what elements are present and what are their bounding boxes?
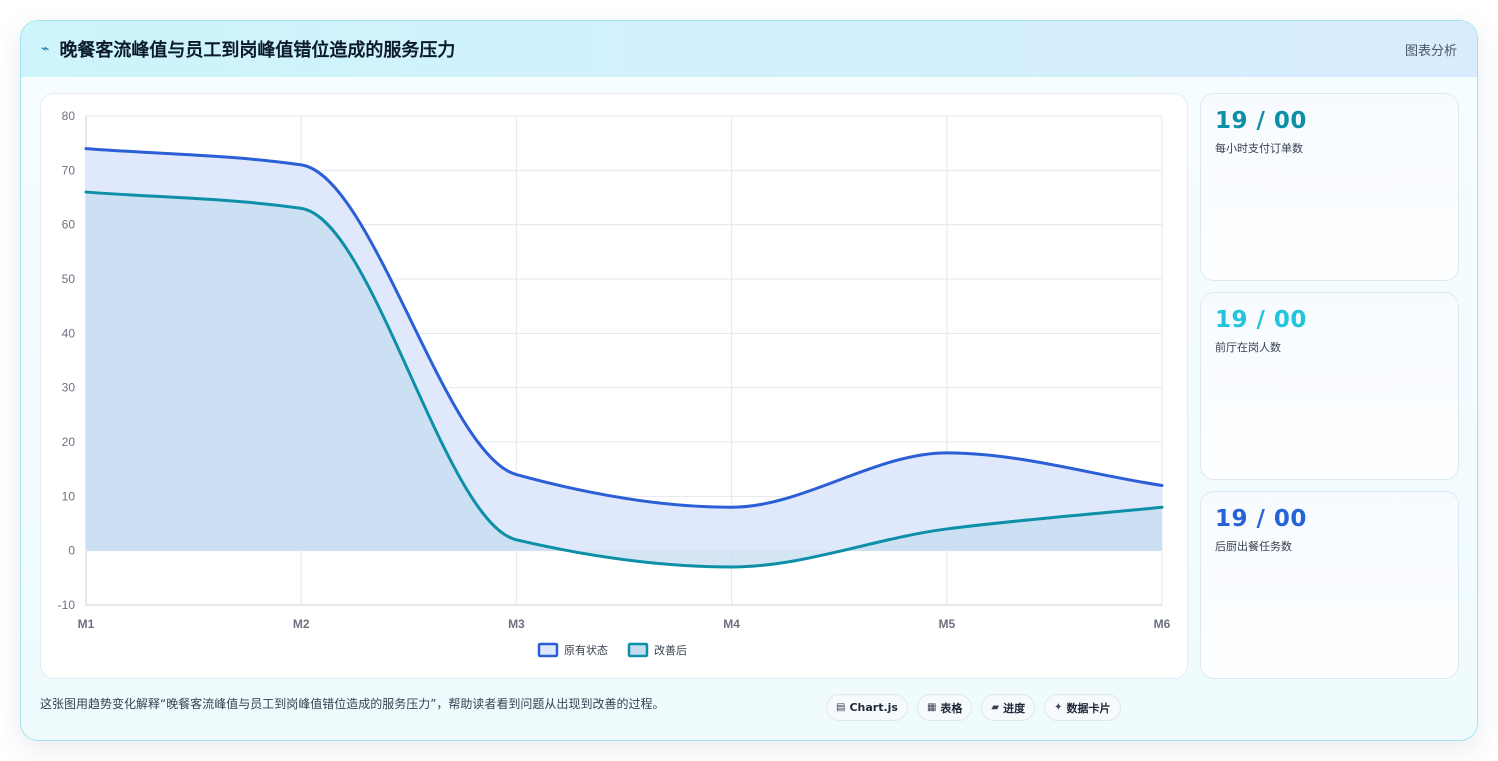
chart-description: 这张图用趋势变化解释“晚餐客流峰值与员工到岗峰值错位造成的服务压力”，帮助读者看…	[40, 697, 665, 711]
y-tick-label: 10	[62, 489, 76, 503]
pill-label: 表格	[940, 701, 963, 715]
card-header: ⌁ 晚餐客流峰值与员工到岗峰值错位造成的服务压力 图表分析	[21, 21, 1477, 77]
y-tick-label: -10	[58, 598, 76, 612]
stat-card-front-staff: 19 / 00 前厅在岗人数	[1200, 292, 1459, 480]
y-tick-label: 0	[68, 544, 75, 558]
legend-label: 原有状态	[564, 643, 608, 657]
pill-label: 进度	[1003, 701, 1026, 715]
x-tick-label: M6	[1154, 617, 1171, 631]
chart-panel: -10 0 10 20 30 40 50 60 70 80 M1 M2 M3 M4 M5 M6 原有状态 改善后	[40, 93, 1188, 679]
series-line-1	[84, 147, 1164, 509]
stat-value: 19 / 00	[1215, 108, 1307, 134]
pill-progress[interactable]: ▰ 进度	[981, 694, 1036, 721]
legend-swatch	[627, 642, 649, 658]
legend-swatch	[537, 642, 559, 658]
x-tick-label: M4	[723, 617, 740, 631]
area-chart: -10 0 10 20 30 40 50 60 70 80 M1 M2 M3 M4 M5 M6 原有状态 改善后	[58, 109, 1171, 658]
y-tick-label: 40	[62, 326, 76, 340]
legend-label: 改善后	[654, 643, 687, 657]
chart-icon: ▤	[836, 702, 846, 713]
x-tick-label: M2	[293, 617, 310, 631]
series-line-2	[84, 190, 1164, 569]
pill-label: Chart.js	[849, 701, 898, 714]
pill-label: 数据卡片	[1066, 701, 1111, 715]
view-switcher: ▤ Chart.js ▦ 表格 ▰ 进度 ✦ 数据卡片	[826, 694, 1121, 721]
y-tick-label: 70	[62, 163, 76, 177]
page-title: 晚餐客流峰值与员工到岗峰值错位造成的服务压力	[59, 40, 456, 61]
stat-value: 19 / 00	[1215, 506, 1307, 532]
series-area-2	[86, 192, 1162, 567]
pill-table[interactable]: ▦ 表格	[916, 694, 973, 721]
stat-label: 后厨出餐任务数	[1215, 540, 1292, 553]
stat-value: 19 / 00	[1215, 307, 1307, 333]
progress-icon: ▰	[991, 702, 1000, 713]
y-tick-label: 50	[62, 272, 76, 286]
stat-label: 每小时支付订单数	[1215, 142, 1303, 155]
stat-card-kitchen-tasks: 19 / 00 后厨出餐任务数	[1200, 491, 1459, 679]
sparkle-icon: ✦	[1054, 702, 1063, 713]
chart-card: ⌁ 晚餐客流峰值与员工到岗峰值错位造成的服务压力 图表分析 -10 0 10 20 30…	[20, 20, 1478, 741]
x-tick-label: M1	[78, 617, 95, 631]
pill-data-cards[interactable]: ✦ 数据卡片	[1044, 694, 1121, 721]
y-tick-label: 60	[62, 218, 76, 232]
stat-label: 前厅在岗人数	[1215, 341, 1281, 354]
y-tick-label: 80	[62, 109, 76, 123]
pill-chartjs[interactable]: ▤ Chart.js	[826, 694, 908, 721]
table-icon: ▦	[926, 702, 937, 713]
y-tick-label: 20	[62, 435, 76, 449]
x-tick-label: M5	[938, 617, 955, 631]
chart-analysis-tag: 图表分析	[1404, 43, 1457, 59]
stat-card-orders: 19 / 00 每小时支付订单数	[1200, 93, 1459, 281]
trend-zigzag-icon: ⌁	[41, 41, 50, 57]
x-tick-label: M3	[508, 617, 525, 631]
y-tick-label: 30	[62, 381, 76, 395]
